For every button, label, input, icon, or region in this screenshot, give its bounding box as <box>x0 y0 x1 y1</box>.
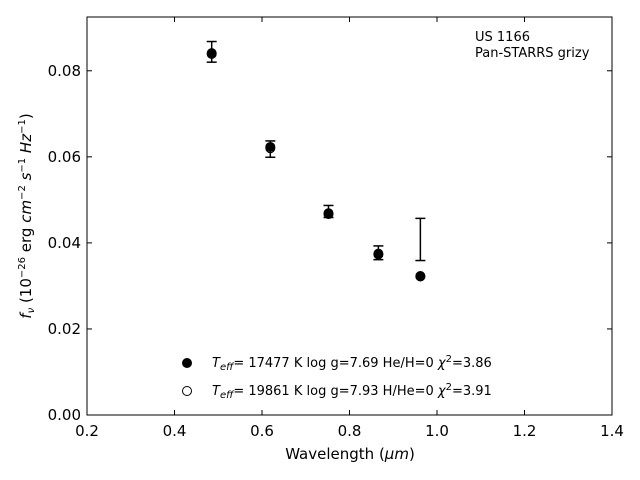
legend-marker-open <box>182 386 192 396</box>
x-axis-label: Wavelength (μm) <box>285 445 415 463</box>
x-tick-label: 0.8 <box>338 422 362 440</box>
legend-entry-1: Teff= 17477 K log g=7.69 He/H=0 χ2=3.86 <box>212 354 492 373</box>
x-tick-label: 0.4 <box>163 422 187 440</box>
y-tick-label: 0.00 <box>48 406 81 424</box>
x-tick-label: 0.6 <box>250 422 274 440</box>
x-tick-label: 0.2 <box>75 422 99 440</box>
error-bars <box>206 40 426 262</box>
model-point-open <box>415 271 426 282</box>
y-axis-label: fν (10−26 erg cm−2 s−1 Hz−1) <box>17 113 37 318</box>
y-tick-label: 0.02 <box>48 320 81 338</box>
x-tick-label: 1.2 <box>513 422 537 440</box>
axis-ticks: 0.2 0.4 0.6 0.8 1.0 1.2 1.4 0.00 0.02 0.04 0.06 0.0… <box>48 17 624 440</box>
model-point-open <box>373 248 384 259</box>
y-tick-label: 0.06 <box>48 148 81 166</box>
y-tick-label: 0.08 <box>48 62 81 80</box>
annotation-object: US 1166 <box>475 30 530 45</box>
legend-entry-2: Teff= 19861 K log g=7.93 H/He=0 χ2=3.91 <box>212 382 492 401</box>
x-tick-label: 1.4 <box>600 422 624 440</box>
annotation-survey: Pan-STARRS grizy <box>475 46 590 61</box>
data-points <box>206 48 426 282</box>
x-tick-label: 1.0 <box>425 422 449 440</box>
legend-marker-filled <box>182 358 192 368</box>
model-point-open <box>323 209 334 220</box>
model-point-open <box>265 143 276 154</box>
y-tick-label: 0.04 <box>48 234 81 252</box>
legend: Teff= 17477 K log g=7.69 He/H=0 χ2=3.86 … <box>182 354 492 401</box>
model-point-open <box>206 49 217 60</box>
